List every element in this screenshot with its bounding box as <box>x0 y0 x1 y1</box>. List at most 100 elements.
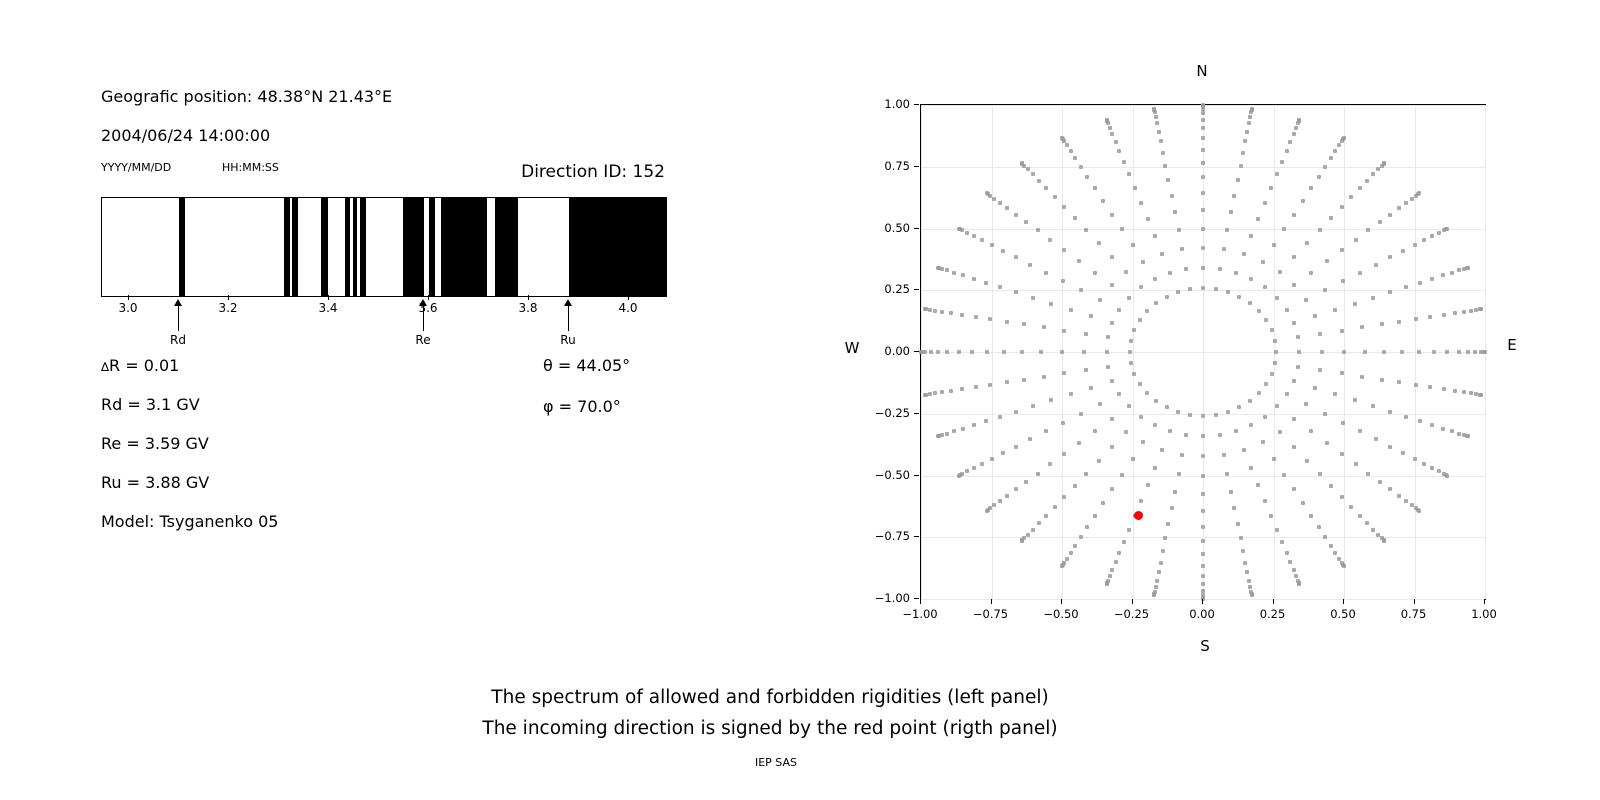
direction-dot <box>1169 506 1174 511</box>
direction-dot <box>1456 431 1461 436</box>
direction-dot <box>1145 391 1150 396</box>
direction-dot <box>1013 487 1018 492</box>
direction-dot <box>1323 411 1328 416</box>
direction-dot <box>1000 451 1005 456</box>
direction-dot <box>956 350 961 354</box>
direction-dot <box>1049 398 1053 403</box>
direction-dot <box>1450 270 1454 275</box>
direction-dot <box>1154 578 1159 583</box>
direction-dot <box>1013 409 1018 414</box>
direction-dot <box>1163 536 1168 541</box>
direction-dot <box>1044 186 1049 191</box>
direction-dot <box>1201 473 1205 478</box>
direction-dot <box>1329 216 1334 221</box>
direction-dot <box>1465 350 1470 354</box>
marker-arrow-shaft <box>178 305 180 331</box>
direction-dot <box>1060 350 1064 354</box>
direction-dot <box>1121 159 1126 164</box>
direction-dot <box>1176 410 1181 415</box>
rd-text: Rd = 3.1 GV <box>101 395 200 414</box>
x-tick-label: 3.2 <box>218 301 238 315</box>
direction-dot <box>1304 458 1309 463</box>
marker-arrow-shaft <box>423 305 425 331</box>
direction-dot <box>1292 282 1297 287</box>
marker-arrow-head <box>174 299 182 306</box>
direction-dot <box>1030 172 1035 177</box>
y-tick-label: −1.00 <box>874 591 910 605</box>
direction-dot <box>1201 286 1205 291</box>
direction-dot <box>1247 578 1251 583</box>
x-tick-label: 3.0 <box>118 301 138 315</box>
direction-dot <box>992 503 997 508</box>
marker-label-rd: Rd <box>170 333 186 347</box>
marker-label-ru: Ru <box>560 333 576 347</box>
direction-dot <box>1152 423 1157 428</box>
direction-dot <box>1418 280 1423 285</box>
direction-dot <box>1201 160 1205 165</box>
y-tick <box>914 474 919 476</box>
direction-dot <box>1164 405 1169 410</box>
direction-dot <box>1260 440 1265 445</box>
x-tick <box>128 295 129 300</box>
direction-dot <box>1019 350 1024 354</box>
direction-dot <box>1379 377 1384 382</box>
direction-dot <box>1083 368 1088 373</box>
direction-dot <box>1154 398 1159 403</box>
direction-dot <box>1281 227 1286 232</box>
direction-dot <box>945 350 950 354</box>
direction-dot <box>1000 248 1005 253</box>
direction-dot <box>1068 307 1073 312</box>
direction-dot <box>1113 139 1118 144</box>
direction-dot <box>1073 156 1078 161</box>
direction-dot <box>1362 350 1367 354</box>
direction-dot <box>1430 276 1435 281</box>
direction-dot <box>1139 414 1143 419</box>
direction-dot <box>1073 543 1078 548</box>
direction-dot <box>1357 513 1362 518</box>
direction-dot <box>1473 350 1478 354</box>
direction-dot <box>1441 471 1446 476</box>
direction-dot <box>1044 513 1049 518</box>
direction-dot <box>1201 126 1205 131</box>
x-tick-label: 0.75 <box>1400 607 1427 621</box>
direction-dot <box>1245 570 1250 575</box>
direction-dot <box>1248 115 1253 120</box>
direction-dot <box>1256 216 1261 221</box>
direction-dot <box>983 280 988 285</box>
forbidden-band <box>403 198 424 296</box>
direction-dot <box>1213 287 1218 292</box>
direction-dot <box>1333 551 1338 555</box>
direction-dot <box>1328 543 1333 548</box>
direction-dot <box>1160 150 1165 155</box>
direction-dot <box>1249 276 1254 281</box>
compass-east-label: E <box>1507 336 1517 354</box>
direction-dot <box>1288 560 1293 565</box>
direction-dot <box>1341 279 1346 284</box>
direction-dot <box>1294 125 1299 130</box>
direction-dot <box>1241 251 1246 256</box>
direction-dot <box>1445 350 1450 354</box>
direction-dot <box>1213 412 1218 417</box>
direction-dot <box>1060 420 1065 425</box>
direction-dot <box>1019 160 1024 165</box>
direction-dot <box>1316 174 1321 179</box>
direction-dot <box>1241 150 1246 155</box>
direction-dot <box>1401 248 1406 253</box>
direction-dot <box>1152 593 1157 598</box>
direction-dot <box>1035 228 1040 233</box>
direction-dot <box>1025 532 1030 537</box>
direction-dot <box>1297 350 1302 354</box>
direction-dot <box>1300 501 1305 506</box>
direction-dot <box>1084 471 1089 476</box>
direction-dot <box>971 423 976 428</box>
direction-dot <box>1106 364 1110 369</box>
direction-dot <box>992 196 997 201</box>
geographic-position-text: Geografic position: 48.38°N 21.43°E <box>101 87 393 106</box>
y-tick-label: 0.50 <box>884 220 910 235</box>
direction-dot <box>1030 527 1035 532</box>
direction-dot <box>1169 193 1174 198</box>
direction-dot <box>1323 164 1328 169</box>
direction-dot <box>1201 573 1205 578</box>
direction-dot <box>1036 521 1041 526</box>
direction-dot <box>932 391 937 396</box>
